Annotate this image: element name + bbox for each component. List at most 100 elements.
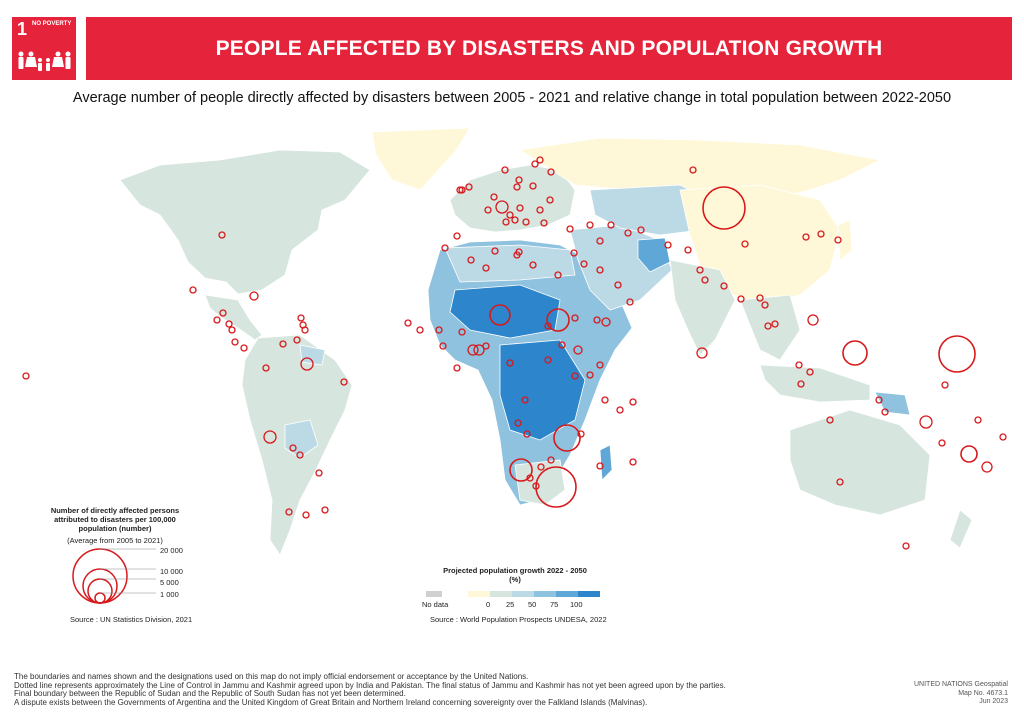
- disaster-circle: [629, 458, 637, 466]
- disaster-circle: [614, 281, 622, 289]
- disaster-circle: [974, 416, 982, 424]
- disaster-circle: [881, 408, 889, 416]
- disaster-circle: [842, 340, 868, 366]
- disaster-circle: [536, 206, 544, 214]
- disaster-circle: [826, 416, 834, 424]
- disaster-circle: [490, 193, 498, 201]
- new-zealand: [949, 509, 973, 549]
- scale-step-5: [556, 591, 578, 597]
- india: [669, 259, 736, 356]
- disaster-circle: [537, 463, 545, 471]
- disaster-circle: [684, 246, 692, 254]
- legend-value-5000: 5 000: [160, 578, 179, 587]
- disaster-circle: [465, 183, 473, 191]
- disaster-circle: [764, 322, 772, 330]
- disclaimer-line: Dotted line represents approximately the…: [14, 680, 726, 690]
- disaster-circle: [321, 506, 329, 514]
- sdg-label: NO POVERTY: [32, 21, 72, 27]
- credit-map-no: Map No. 4673.1: [958, 689, 1008, 697]
- disaster-circle: [546, 308, 570, 332]
- disaster-circle: [435, 326, 443, 334]
- disaster-circle: [554, 271, 562, 279]
- disaster-circle: [596, 361, 604, 369]
- disclaimer-line: The boundaries and names shown and the d…: [14, 672, 529, 681]
- bolivia: [284, 419, 319, 459]
- disaster-circle: [797, 380, 805, 388]
- australia: [789, 409, 931, 516]
- disaster-circle: [439, 342, 447, 350]
- disaster-circle: [535, 466, 577, 508]
- no-data-swatch: [426, 591, 442, 597]
- disaster-circle: [526, 474, 534, 482]
- disaster-circle: [301, 326, 309, 334]
- disaster-circle: [495, 200, 509, 214]
- credit-date: Jun 2023: [979, 698, 1008, 705]
- disaster-circle: [696, 266, 704, 274]
- scale-step-6: [578, 591, 600, 597]
- disaster-circle: [836, 478, 844, 486]
- disaster-circle: [571, 372, 579, 380]
- disaster-circle: [502, 218, 510, 226]
- disaster-circle: [285, 508, 293, 516]
- disaster-circle: [523, 430, 531, 438]
- growth-tick-25: 25: [506, 600, 515, 609]
- disaster-circle: [546, 196, 554, 204]
- scale-step-3: [512, 591, 534, 597]
- disaster-circle: [737, 295, 745, 303]
- disaster-circle: [249, 291, 259, 301]
- scale-step-1: [468, 591, 490, 597]
- disaster-circle: [607, 221, 615, 229]
- growth-color-scale: [468, 591, 600, 597]
- disaster-circle: [482, 264, 490, 272]
- central-america: [204, 294, 263, 341]
- png: [874, 391, 911, 416]
- disaster-circle: [453, 232, 461, 240]
- disaster-circle: [616, 406, 624, 414]
- scale-step-2: [490, 591, 512, 597]
- afghanistan: [637, 237, 671, 273]
- disaster-circle: [296, 451, 304, 459]
- disaster-circle: [340, 378, 348, 386]
- disaster-circle: [514, 419, 522, 427]
- disaster-circle: [279, 340, 287, 348]
- world-map: [22, 127, 1007, 556]
- legend-circle-5000: [87, 578, 113, 604]
- disaster-circle: [482, 342, 490, 350]
- family-icon: [18, 51, 71, 71]
- disaster-circle: [981, 461, 993, 473]
- japan: [837, 219, 853, 261]
- disaster-circle: [529, 182, 537, 190]
- disaster-circle: [806, 368, 814, 376]
- disaster-circle: [689, 166, 697, 174]
- disaster-circle: [531, 160, 539, 168]
- russia: [518, 137, 882, 201]
- disaster-circle: [795, 361, 803, 369]
- disaster-circle: [315, 469, 323, 477]
- disaster-circle: [919, 415, 933, 429]
- sdg-number: 1: [17, 19, 28, 39]
- disaster-circle: [586, 221, 594, 229]
- disaster-circle: [453, 364, 461, 372]
- disaster-circle: [756, 294, 764, 302]
- disaster-circle: [228, 326, 236, 334]
- disaster-circle: [720, 282, 728, 290]
- disaster-circle: [522, 218, 530, 226]
- sahel-high-growth: [449, 284, 561, 339]
- disaster-circle: [761, 301, 769, 309]
- disaster-circle: [225, 320, 233, 328]
- disaster-circle: [302, 511, 310, 519]
- circle-size-legend: [72, 548, 156, 604]
- disaster-circle: [458, 186, 466, 194]
- page-subtitle: Average number of people directly affect…: [72, 90, 952, 106]
- disaster-circle: [416, 326, 424, 334]
- circle-legend-subtitle: (Average from 2005 to 2021): [67, 536, 163, 545]
- guiana: [299, 344, 326, 366]
- legend-value-10000: 10 000: [160, 567, 183, 576]
- disaster-circle: [566, 225, 574, 233]
- disaster-circle: [547, 168, 555, 176]
- legend-circle-1000: [94, 592, 106, 604]
- disaster-circle: [558, 341, 566, 349]
- growth-legend-title: Projected population growth 2022 - 2050 …: [443, 566, 587, 584]
- legend-circle-20000: [72, 548, 128, 604]
- disclaimer-line: A dispute exists between the Governments…: [14, 697, 648, 707]
